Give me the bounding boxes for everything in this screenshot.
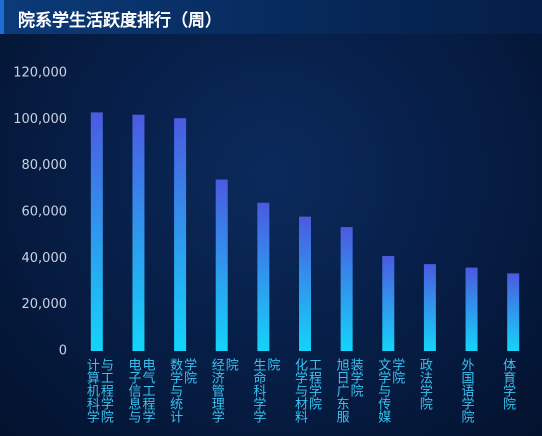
x-tick-label: 生命科学学院	[250, 358, 280, 423]
y-tick-label: 100,000	[13, 112, 67, 127]
y-tick-label: 40,000	[22, 251, 68, 266]
x-tick-label: 旭日广东服装学院	[333, 358, 363, 423]
bar	[215, 179, 228, 351]
x-tick-label: 外国语学院	[458, 358, 474, 423]
bar	[465, 267, 478, 351]
bar	[382, 256, 395, 351]
bar	[507, 273, 520, 351]
bar	[132, 114, 145, 351]
bar	[90, 112, 103, 351]
bar	[299, 216, 311, 351]
y-tick-label: 60,000	[22, 205, 68, 220]
x-tick-label: 经济管理学院	[208, 358, 238, 423]
x-tick-label: 化学与材料工程学院	[292, 358, 321, 423]
x-tick-label: 文学与传媒学院	[375, 358, 405, 423]
bar	[174, 118, 187, 351]
x-tick-label: 电子信息与电气工程学	[125, 358, 155, 423]
x-tick-label: 体育学院	[500, 358, 516, 410]
chart-title: 院系学生活跃度排行（周）	[18, 11, 222, 31]
bar	[423, 264, 436, 351]
y-tick-label: 120,000	[13, 66, 67, 81]
title-bar	[0, 0, 542, 34]
y-tick-label: 20,000	[22, 297, 68, 312]
y-tick-label: 80,000	[22, 158, 68, 173]
x-tick-label: 计算机科学与工程学院	[83, 358, 113, 423]
bar	[257, 202, 270, 351]
x-tick-label: 数学与统计学院	[167, 358, 197, 423]
bar	[340, 227, 353, 351]
y-tick-label: 0	[59, 344, 67, 359]
x-tick-label: 政法学院	[416, 358, 432, 410]
